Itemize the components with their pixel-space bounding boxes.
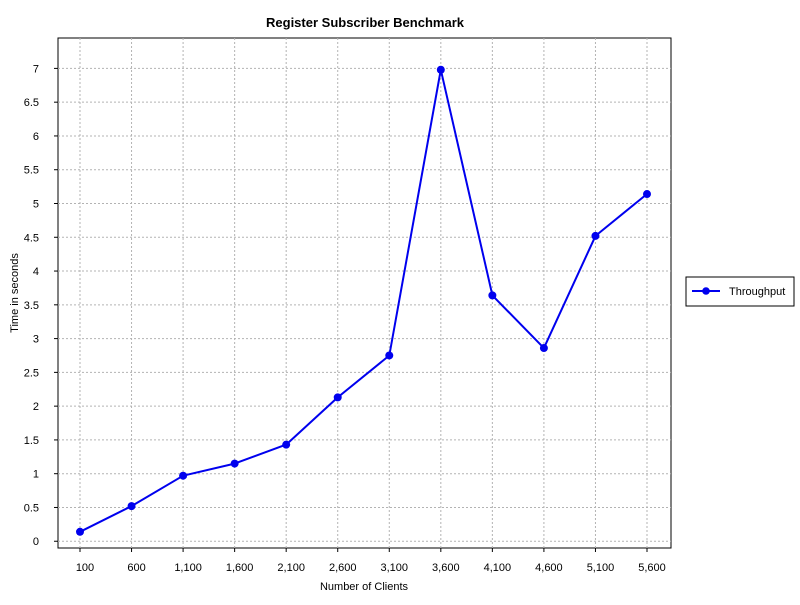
data-point — [591, 231, 600, 240]
y-axis-title: Time in seconds — [9, 253, 21, 333]
y-tick-label: 4 — [33, 266, 39, 278]
y-tick-label: 0 — [33, 536, 39, 548]
y-tick-label: 1 — [33, 469, 39, 481]
y-tick-label: 0.5 — [24, 502, 39, 514]
x-tick-label: 2,600 — [329, 562, 357, 574]
x-tick-label: 5,100 — [587, 562, 615, 574]
y-tick-label: 3.5 — [24, 300, 39, 312]
data-point — [539, 344, 548, 353]
data-point — [179, 471, 188, 480]
data-point — [333, 393, 342, 402]
data-point — [127, 502, 136, 511]
y-tick-label: 2.5 — [24, 367, 39, 379]
y-axis: 0 0.5 1 1.5 2 2.5 3 3.5 4 4.5 5 5.5 6 6.5 7 — [24, 63, 58, 548]
x-tick-label: 3,100 — [381, 562, 409, 574]
data-point — [76, 527, 84, 536]
y-tick-label: 7 — [33, 63, 39, 75]
x-tick-label: 600 — [127, 562, 145, 574]
y-tick-label: 5.5 — [24, 165, 39, 177]
data-point — [643, 190, 651, 199]
x-tick-label: 1,600 — [226, 562, 254, 574]
x-tick-label: 1,100 — [174, 562, 202, 574]
y-tick-label: 1.5 — [24, 435, 39, 447]
grid — [58, 38, 671, 548]
x-tick-label: 4,100 — [484, 562, 512, 574]
series-throughput — [76, 65, 651, 536]
y-tick-label: 5 — [33, 198, 39, 210]
y-tick-label: 6.5 — [24, 97, 39, 109]
data-point — [436, 65, 445, 74]
chart-title: Register Subscriber Benchmark — [266, 15, 465, 30]
x-tick-label: 3,600 — [432, 562, 460, 574]
legend-marker — [702, 287, 710, 295]
y-tick-label: 2 — [33, 401, 39, 413]
data-point — [230, 459, 239, 468]
x-tick-label: 5,600 — [638, 562, 666, 574]
x-tick-label: 4,600 — [535, 562, 563, 574]
x-tick-label: 2,100 — [277, 562, 305, 574]
plot-area-frame — [57, 37, 672, 549]
series-line — [79, 68, 648, 533]
legend-label: Throughput — [729, 286, 785, 298]
x-tick-label: 100 — [76, 562, 94, 574]
x-axis-title: Number of Clients — [320, 581, 409, 593]
data-point — [488, 291, 497, 300]
y-tick-label: 3 — [33, 334, 39, 346]
legend: Throughput — [685, 276, 795, 307]
data-point — [282, 440, 291, 449]
x-axis: 100 600 1,100 1,600 2,100 2,600 3,100 3,600 4,10… — [76, 548, 666, 574]
y-tick-label: 6 — [33, 131, 39, 143]
data-point — [385, 351, 394, 360]
y-tick-label: 4.5 — [24, 232, 39, 244]
